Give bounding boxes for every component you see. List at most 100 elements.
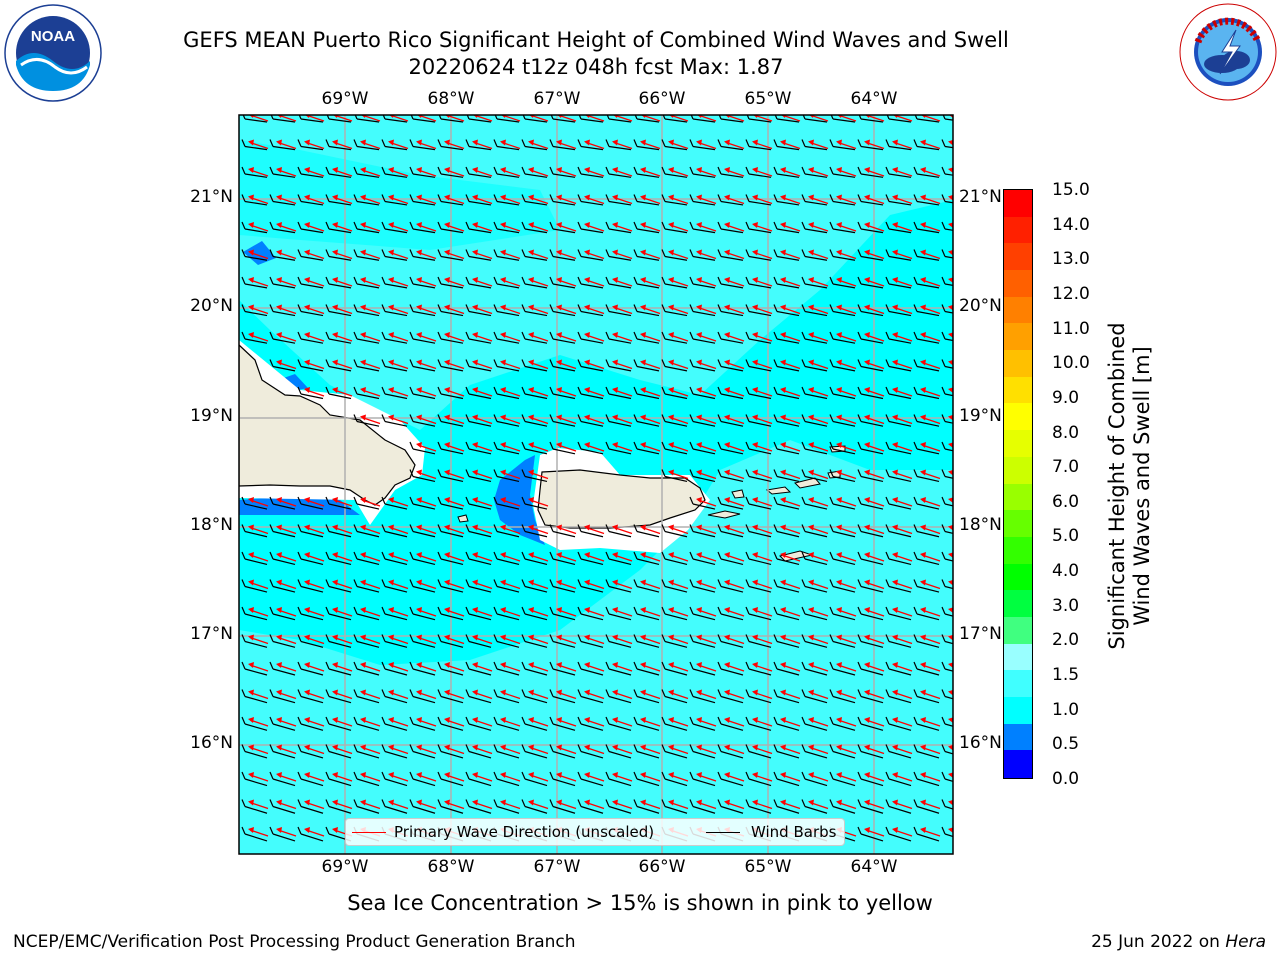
wind-barb [689,221,716,234]
wind-barb [661,634,688,648]
wind-barb [717,276,744,289]
wave-direction-arrow [360,772,381,782]
wind-barb [381,716,408,731]
wave-direction-arrow [500,414,521,425]
colorbar-segment [1004,510,1032,538]
wave-direction-arrow [528,167,549,177]
wave-zone-low-pr-west [494,455,545,545]
wave-direction-arrow [864,194,885,205]
wave-direction-arrow [696,634,717,645]
wind-barb [913,194,940,206]
wind-barb [941,386,953,397]
wind-barb [269,661,296,676]
wind-barb [521,661,548,676]
wind-barb [941,414,953,424]
lat-label-left-19: 19°N [190,406,233,426]
wave-direction-arrow [612,167,633,177]
colorbar-tick-label: 15.0 [1052,180,1090,200]
wind-barb [801,524,828,538]
wind-barb [437,579,464,593]
wave-direction-arrow [808,387,829,397]
wave-direction-arrow [640,772,661,782]
wave-direction-arrow [416,662,437,672]
wind-barb [269,606,296,621]
wind-barb [885,139,912,151]
wind-barb [689,331,716,344]
wind-barb [409,414,436,427]
wave-direction-arrow [500,799,521,810]
wind-barb [437,221,464,234]
colorbar-segment [1004,483,1032,511]
wind-barb [297,496,324,510]
wind-barb [605,771,632,787]
wind-barb [269,826,296,842]
wind-barb [549,276,576,289]
wave-direction-arrow [668,662,689,672]
wind-barb [241,524,268,538]
lon-label-top-66: 66°W [638,89,686,109]
wind-barb [465,441,492,455]
wind-barb [717,386,744,400]
wind-barb [577,276,604,289]
wave-direction-arrow [612,304,633,315]
wind-barb [661,661,688,676]
wind-barb [913,826,940,842]
wave-direction-arrow [276,524,297,535]
wind-barb [661,166,688,178]
wave-direction-arrow [360,744,381,755]
wind-barb [941,799,953,810]
wind-barb [409,689,436,704]
wave-direction-arrow [836,662,857,672]
wind-barb [521,551,548,565]
wind-barb [633,634,660,648]
wind-barb [493,139,520,151]
wave-direction-arrow [640,332,661,342]
wave-direction-arrow [444,139,465,150]
wind-barb [661,441,688,455]
wind-barb [689,579,716,593]
wave-direction-arrow [248,717,269,727]
wave-direction-arrow [444,304,465,315]
wave-direction-arrow [276,799,297,810]
wave-direction-arrow [500,167,521,177]
wave-direction-arrow [948,414,953,421]
wave-direction-arrow [444,469,465,480]
wave-direction-arrow [808,607,829,617]
wind-barb [773,469,800,483]
wave-direction-arrow [836,277,857,287]
wave-direction-arrow [780,222,801,232]
wave-direction-arrow [360,717,381,727]
map-legend: Primary Wave Direction (unscaled) Wind B… [345,818,845,846]
wind-barb [633,771,660,787]
wave-direction-arrow [920,744,941,755]
wind-barb [521,359,548,372]
wave-direction-arrow [836,524,857,535]
wave-direction-arrow [472,194,493,205]
wave-direction-arrow [332,194,353,205]
wave-direction-arrow [724,579,745,590]
wave-direction-arrow [780,662,801,672]
wave-direction-arrow [276,277,297,287]
wave-direction-arrow [500,222,521,232]
wind-barb [381,799,408,814]
wave-direction-arrow [248,332,269,342]
wind-barb [493,414,520,427]
wave-direction-arrow [248,552,269,562]
wind-barb [353,661,380,676]
wind-barb [353,331,380,344]
wind-barb [493,441,520,455]
wave-direction-arrow [724,744,745,755]
wind-barb [633,194,660,206]
wave-direction-arrow [276,689,297,700]
wave-direction-arrow [612,222,633,232]
wind-barb [493,579,520,593]
wind-barb [801,276,828,289]
colorbar-title-line2: Wind Waves and Swell [m] [1130,346,1154,626]
wave-direction-arrow [416,469,437,480]
wave-direction-arrow [920,332,941,342]
wave-direction-arrow [584,772,605,782]
wave-direction-arrow [444,332,465,342]
wind-barb [577,139,604,151]
wave-direction-arrow [500,634,521,645]
wind-barb [605,716,632,731]
